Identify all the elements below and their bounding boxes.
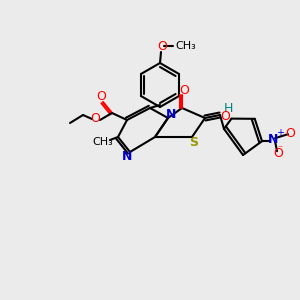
Text: O: O xyxy=(220,110,230,123)
Text: CH₃: CH₃ xyxy=(175,41,196,51)
Text: +: + xyxy=(276,128,284,138)
Text: N: N xyxy=(268,133,278,146)
Text: N: N xyxy=(166,109,176,122)
Text: O: O xyxy=(273,147,283,160)
Text: ⁻: ⁻ xyxy=(278,144,283,154)
Text: N: N xyxy=(122,149,132,163)
Text: CH₃: CH₃ xyxy=(93,137,113,147)
Text: O: O xyxy=(285,127,295,140)
Text: O: O xyxy=(179,83,189,97)
Text: O: O xyxy=(96,91,106,103)
Text: O: O xyxy=(90,112,100,124)
Text: H: H xyxy=(223,103,233,116)
Text: O: O xyxy=(157,40,167,52)
Text: S: S xyxy=(190,136,199,148)
